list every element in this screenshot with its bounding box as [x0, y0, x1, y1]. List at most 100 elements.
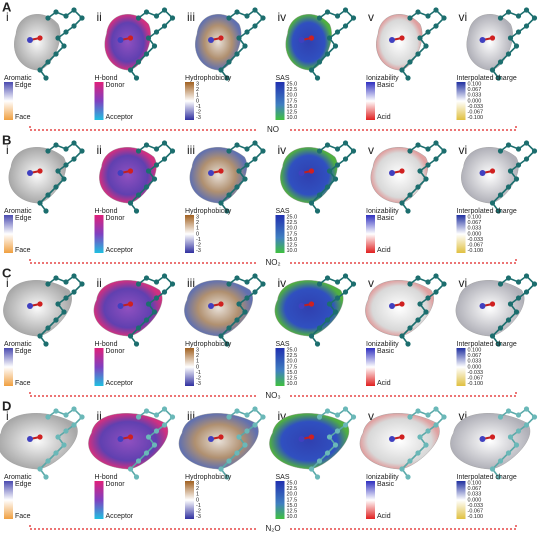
- legend-title: Interpolated charge: [457, 75, 517, 82]
- colorbar-tick: 10.0: [287, 248, 298, 254]
- atom: [505, 184, 512, 190]
- atom: [224, 208, 230, 214]
- colorbar-top: Edge: [15, 481, 31, 488]
- ligand-atom: [489, 301, 496, 307]
- colorbar-bottom: Face: [15, 513, 31, 520]
- ligand-atom: [208, 170, 214, 176]
- colorbar-tick: 0: [196, 497, 199, 503]
- atom: [55, 434, 61, 440]
- panel-numeral: vi: [459, 143, 468, 157]
- atom: [399, 333, 405, 339]
- colorbar: [4, 348, 13, 386]
- ligand-atom: [127, 434, 134, 440]
- atom: [252, 406, 258, 412]
- atom: [127, 67, 134, 73]
- atom: [252, 273, 258, 279]
- atom: [135, 281, 142, 287]
- panel-numeral: iii: [187, 276, 195, 290]
- colorbar-tick: -0.033: [468, 370, 484, 376]
- colorbar: [4, 82, 13, 120]
- atom: [79, 148, 85, 154]
- atom: [350, 148, 357, 154]
- atom: [531, 15, 538, 21]
- atom: [234, 275, 240, 281]
- colorbar-tick: 0.000: [468, 497, 482, 503]
- colorbar-tick: -3: [196, 248, 201, 254]
- colorbar-bottom: Face: [15, 380, 31, 387]
- surface: [269, 413, 349, 470]
- atom: [505, 142, 512, 148]
- atom: [234, 184, 240, 190]
- atom: [425, 428, 431, 434]
- atom: [143, 450, 150, 456]
- atom: [161, 422, 168, 428]
- colorbar-top: Donor: [106, 82, 126, 89]
- legend-title: Ionizability: [366, 208, 399, 215]
- colorbar-tick: 2: [196, 220, 199, 226]
- atom: [151, 176, 158, 182]
- atom: [234, 9, 240, 15]
- colorbar: [275, 82, 285, 120]
- colorbar-tick: 20.0: [287, 93, 298, 99]
- atom: [43, 474, 49, 480]
- atom: [497, 59, 504, 65]
- colorbar-bottom: Acceptor: [106, 513, 134, 520]
- colorbar-tick: -3: [196, 115, 201, 121]
- atom: [316, 325, 323, 331]
- ligand-atom: [208, 303, 214, 309]
- atom: [53, 184, 59, 190]
- atom: [135, 325, 142, 331]
- atom: [153, 29, 160, 35]
- ligand-atom: [298, 170, 305, 176]
- panel-numeral: i: [6, 143, 9, 157]
- atom: [324, 275, 331, 281]
- atom: [316, 15, 323, 21]
- colorbar-tick: 0.067: [468, 87, 482, 93]
- atom: [161, 273, 168, 279]
- atom: [407, 281, 413, 287]
- atom: [244, 412, 250, 418]
- colorbar-tick: -0.067: [468, 508, 484, 514]
- atom: [399, 200, 405, 206]
- ligand-atom: [399, 434, 405, 440]
- colorbar-tick: -0.067: [468, 375, 484, 381]
- panel-numeral: ii: [97, 143, 102, 157]
- ligand-atom: [308, 434, 315, 440]
- colorbar-tick: -0.100: [468, 381, 484, 387]
- colorbar-top: Edge: [15, 215, 31, 222]
- colorbar-bottom: Acceptor: [106, 380, 134, 387]
- colorbar: [456, 82, 466, 120]
- panel-numeral: ii: [97, 276, 102, 290]
- colorbar: [456, 481, 466, 519]
- atom: [143, 408, 150, 414]
- atom: [133, 474, 140, 480]
- atom: [226, 281, 232, 287]
- surface: [99, 147, 157, 204]
- surface: [280, 147, 338, 204]
- atom: [79, 15, 85, 21]
- atom: [252, 156, 258, 162]
- atom: [495, 474, 502, 480]
- atom: [407, 15, 413, 21]
- surface: [178, 413, 259, 470]
- ligand-atom: [37, 168, 43, 174]
- atom: [145, 434, 152, 440]
- colorbar-tick: 2: [196, 486, 199, 492]
- atom: [505, 9, 512, 15]
- atom: [55, 35, 61, 41]
- legend-title: SAS: [276, 474, 290, 481]
- atom: [433, 156, 439, 162]
- ligand-atom: [27, 303, 33, 309]
- colorbar-tick: 0.033: [468, 93, 482, 99]
- atom: [135, 148, 142, 154]
- colorbar: [4, 215, 13, 253]
- colorbar-tick: -2: [196, 508, 201, 514]
- atom: [37, 200, 43, 206]
- atom: [441, 414, 447, 420]
- atom: [63, 412, 69, 418]
- atom: [326, 434, 333, 440]
- colorbar-tick: 15.0: [287, 237, 298, 243]
- atom: [218, 200, 224, 206]
- legend-title: Ionizability: [366, 75, 399, 82]
- molecule-label: NO: [267, 125, 279, 134]
